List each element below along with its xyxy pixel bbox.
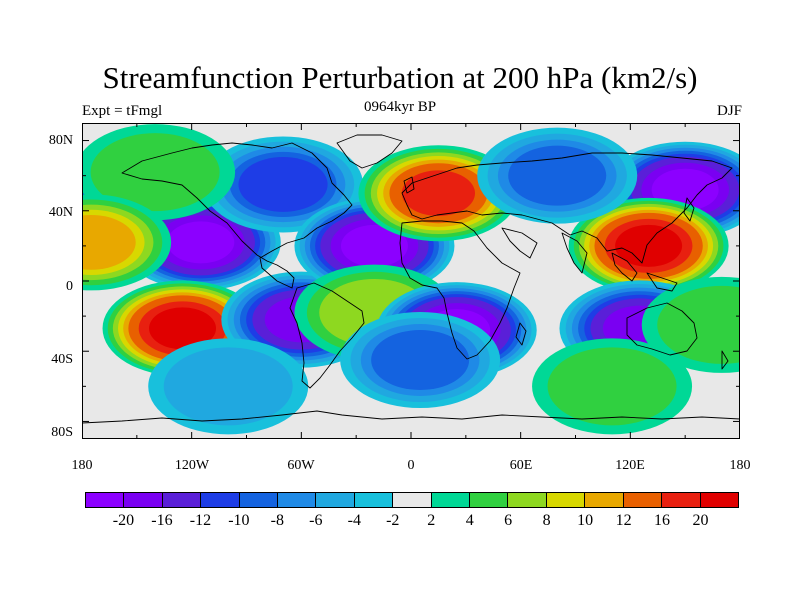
contour-region [149, 307, 217, 350]
coastline-greenland [336, 134, 403, 169]
coastline-europe-asia [401, 152, 733, 264]
contour-region [508, 145, 607, 206]
plot-title: Streamfunction Perturbation at 200 hPa (… [102, 60, 698, 95]
colorbar-cell [546, 493, 586, 507]
contour-region [167, 221, 235, 264]
contour-region [340, 224, 408, 267]
coastline-north-america [121, 142, 353, 289]
colorbar-label: 6 [504, 512, 513, 529]
contour-region [547, 347, 677, 426]
colorbar-cell [585, 493, 624, 507]
y-tick-label-40n: 40N [48, 205, 73, 220]
x-tick-label-180e: 180 [729, 458, 751, 473]
contour-region [657, 285, 740, 364]
colorbar-label: -2 [386, 512, 400, 529]
colorbar-cell [162, 493, 202, 507]
contour-region [401, 170, 476, 217]
colorbar-label: -20 [112, 512, 135, 529]
colorbar-label: -6 [309, 512, 323, 529]
axis-ticks [82, 123, 740, 439]
colorbar-label: 2 [427, 512, 436, 529]
colorbar-label: -12 [189, 512, 212, 529]
coastline-australia [626, 302, 698, 356]
coastline-antarctica [82, 410, 740, 424]
colorbar-cell [124, 493, 163, 507]
contour-region [82, 214, 136, 270]
colorbar-label: 12 [615, 512, 632, 529]
colorbar-cell [201, 493, 240, 507]
colorbar-label: 8 [542, 512, 551, 529]
colorbar-label: -8 [270, 512, 284, 529]
contour-region [90, 133, 220, 212]
x-tick-label-180w: 180 [71, 458, 93, 473]
colorbar-cell [316, 493, 355, 507]
contour-region [163, 347, 293, 426]
colorbar-label: -4 [347, 512, 361, 529]
colorbar-cell [278, 493, 317, 507]
colorbar-cell [239, 493, 279, 507]
coastline-southeast-asia [611, 252, 678, 292]
colorbar-cell [508, 493, 547, 507]
colorbar-cell [393, 493, 432, 507]
contour-region [238, 157, 328, 212]
colorbar-label: -10 [228, 512, 250, 529]
colorbar-cell [431, 493, 471, 507]
x-tick-label-120e: 120E [615, 458, 645, 473]
coastline-japan [683, 197, 695, 222]
coastline-arabia-india [501, 227, 588, 274]
contour-region [371, 330, 470, 390]
coastline-uk [403, 176, 415, 194]
y-tick-label-40s: 40S [51, 352, 73, 367]
colorbar [85, 492, 739, 508]
map-panel [82, 123, 740, 439]
coastline-africa [399, 220, 521, 360]
x-tick-label-60w: 60W [287, 458, 315, 473]
season-label: DJF [716, 103, 742, 119]
coastlines [82, 134, 740, 424]
colorbar-label: 10 [577, 512, 594, 529]
x-tick-label-0: 0 [407, 458, 415, 473]
y-tick-label-0: 0 [66, 279, 73, 294]
coastline-new-zealand [721, 350, 729, 370]
x-tick-label-120w: 120W [174, 458, 210, 473]
colorbar-cell [354, 493, 394, 507]
y-tick-label-80s: 80S [51, 425, 73, 440]
time-label: 0964kyr BP [363, 99, 437, 115]
contour-fills [82, 124, 740, 435]
colorbar-label: 16 [654, 512, 671, 529]
colorbar-cell [700, 493, 738, 507]
x-tick-label-60e: 60E [509, 458, 533, 473]
y-tick-label-80n: 80N [48, 133, 73, 148]
colorbar-cell [470, 493, 509, 507]
colorbar-label: 4 [465, 512, 474, 529]
coastline-madagascar [515, 322, 527, 346]
colorbar-cell [662, 493, 701, 507]
contour-map [82, 123, 740, 439]
coastline-south-america [289, 282, 365, 389]
colorbar-cell [86, 493, 125, 507]
colorbar-cell [623, 493, 663, 507]
contour-region [615, 224, 683, 267]
experiment-label: Expt = tFmgl [82, 103, 163, 119]
colorbar-label: -16 [151, 512, 173, 529]
colorbar-label: 20 [692, 512, 709, 529]
